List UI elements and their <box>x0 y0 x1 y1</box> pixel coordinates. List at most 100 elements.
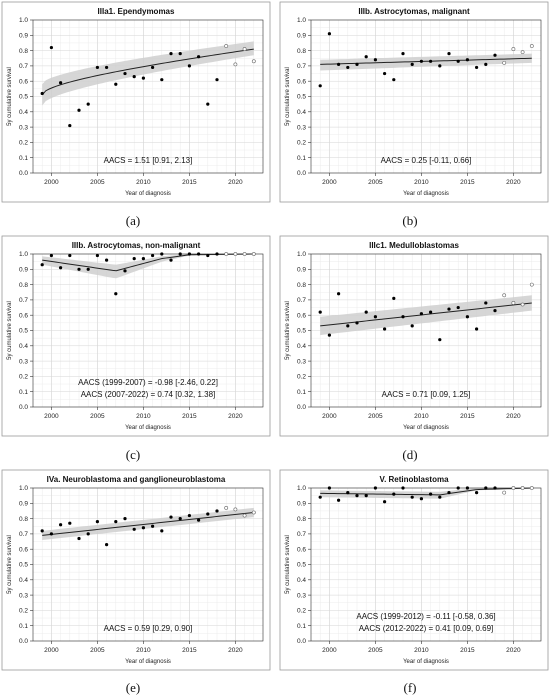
data-point <box>132 75 136 79</box>
data-point <box>346 324 350 328</box>
y-tick-label: 0.6 <box>297 546 306 553</box>
y-axis-label: 5y cumulative survival <box>7 301 13 360</box>
data-point <box>40 263 44 267</box>
y-tick-label: 0.4 <box>297 577 306 584</box>
x-tick-label: 2005 <box>90 179 105 186</box>
data-point <box>49 253 54 258</box>
aacs-annotation: AACS (2007-2022) = 0.74 [0.32, 1.38] <box>81 390 216 399</box>
panel-caption: (d) <box>402 447 417 462</box>
data-point <box>493 309 497 313</box>
y-tick-label: 0.1 <box>19 389 28 396</box>
data-point <box>337 292 341 296</box>
data-point <box>141 526 145 530</box>
trend-line <box>320 302 532 327</box>
aacs-annotation: AACS (1999-2012) = -0.11 [-0.58, 0.36] <box>356 612 495 621</box>
data-point-open <box>242 513 247 518</box>
data-point <box>59 81 63 85</box>
data-point <box>160 78 164 82</box>
y-tick-label: 0.3 <box>19 124 28 131</box>
x-axis-label: Year of diagnosis <box>403 191 449 197</box>
data-point-open <box>502 490 507 495</box>
data-point <box>401 315 405 319</box>
x-tick-label: 2020 <box>506 179 521 186</box>
y-tick-label: 0.9 <box>297 501 306 508</box>
y-tick-label: 0.9 <box>19 267 28 274</box>
data-point <box>465 486 469 490</box>
data-point <box>419 59 423 63</box>
data-point-open <box>251 59 256 64</box>
y-tick-label: 0.1 <box>19 155 28 162</box>
data-point <box>187 64 191 68</box>
data-point <box>493 53 497 57</box>
confidence-band <box>42 254 254 279</box>
data-point <box>49 45 54 50</box>
data-point <box>327 486 331 490</box>
data-point <box>318 84 322 88</box>
y-tick-label: 0.7 <box>297 297 306 304</box>
y-tick-label: 0.3 <box>19 358 28 365</box>
chart-title: IIIb. Astrocytomas, non-malignant <box>72 241 201 250</box>
y-tick-label: 1.0 <box>297 251 306 258</box>
data-point <box>178 252 182 256</box>
data-point <box>456 59 460 63</box>
y-tick-label: 0.2 <box>297 608 306 615</box>
data-point-open <box>242 47 247 51</box>
data-point <box>346 65 350 70</box>
data-point-open <box>511 486 516 490</box>
y-tick-label: 0.3 <box>297 358 306 365</box>
y-tick-label: 0.7 <box>297 63 306 70</box>
data-point <box>178 517 182 521</box>
y-tick-label: 0.1 <box>297 623 306 630</box>
y-tick-label: 0.2 <box>19 140 28 147</box>
y-tick-label: 0.6 <box>297 78 306 85</box>
x-axis-label: Year of diagnosis <box>125 425 171 431</box>
data-point <box>410 62 414 66</box>
data-point <box>373 315 377 319</box>
y-tick-label: 0.7 <box>19 297 28 304</box>
y-tick-label: 0.1 <box>297 155 306 162</box>
data-point-open <box>502 293 507 298</box>
data-point <box>197 252 201 256</box>
data-point <box>40 91 44 96</box>
data-point <box>178 52 182 56</box>
x-tick-label: 2005 <box>90 413 105 420</box>
data-point <box>141 256 145 261</box>
y-tick-label: 0.6 <box>297 312 306 319</box>
y-tick-label: 0.4 <box>19 109 28 116</box>
data-point-open <box>511 301 516 305</box>
data-point <box>114 82 118 86</box>
data-point <box>206 253 210 258</box>
data-point <box>346 490 350 495</box>
data-point <box>215 252 219 256</box>
x-tick-label: 2015 <box>182 647 197 654</box>
x-tick-label: 2015 <box>460 413 475 420</box>
chart-title: IIIa1. Ependymomas <box>98 7 175 16</box>
y-tick-label: 0.3 <box>19 592 28 599</box>
data-point <box>95 253 99 258</box>
data-point <box>392 492 396 496</box>
chart-title: IVa. Neuroblastoma and ganglioneuroblast… <box>47 475 226 484</box>
y-tick-label: 0.2 <box>297 374 306 381</box>
panel-caption: (f) <box>404 680 417 695</box>
y-tick-label: 0.0 <box>19 170 28 177</box>
data-point <box>160 252 164 256</box>
data-point <box>105 65 109 70</box>
chart-panel-a: IIIa1. Ependymomas 0.0 0.1 0.2 0.3 0.4 0.5 0.6 0… <box>1 1 271 203</box>
data-point <box>215 78 219 82</box>
data-point <box>86 532 90 536</box>
x-tick-label: 2000 <box>44 179 59 186</box>
data-point <box>215 509 219 513</box>
x-tick-label: 2000 <box>322 413 337 420</box>
y-tick-label: 0.0 <box>19 638 28 645</box>
y-tick-label: 0.4 <box>297 109 306 116</box>
data-point <box>373 58 377 62</box>
trend-line <box>41 48 254 96</box>
confidence-band <box>320 488 532 499</box>
y-tick-label: 0.8 <box>297 48 306 55</box>
data-point <box>456 305 460 310</box>
y-tick-label: 0.8 <box>19 516 28 523</box>
data-point <box>77 536 81 541</box>
data-point <box>410 324 414 328</box>
data-point <box>355 62 359 66</box>
y-axis-label: 5y cumulative survival <box>285 301 291 360</box>
